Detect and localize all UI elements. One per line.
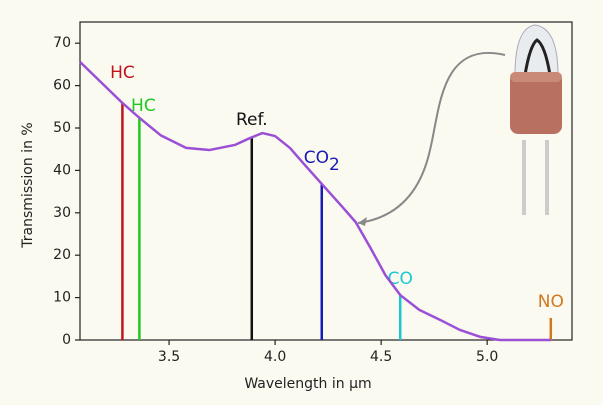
plot-frame: [79, 21, 573, 341]
gas-label: CO: [388, 269, 413, 289]
gas-label: HC: [131, 96, 156, 116]
gas-label-text: CO: [304, 148, 329, 168]
gas-label-text: HC: [131, 96, 156, 116]
gas-label-text: Ref.: [236, 110, 268, 130]
x-tick-label: 5.0: [476, 349, 498, 365]
gas-label: Ref.: [236, 110, 268, 130]
y-axis-label: Transmission in %: [20, 122, 36, 248]
y-tick-label: 60: [53, 78, 71, 94]
y-tick-label: 10: [53, 290, 71, 306]
gas-label: CO2: [304, 148, 340, 175]
x-tick-label: 4.5: [370, 349, 392, 365]
gas-label-text: HC: [110, 63, 135, 83]
gas-label-text: CO: [388, 269, 413, 289]
y-tick-label: 70: [53, 35, 71, 51]
transmission-curve: [79, 60, 551, 342]
x-tick-label: 4.0: [264, 349, 286, 365]
y-tick-label: 50: [53, 120, 71, 136]
x-tick-label: 3.5: [158, 349, 180, 365]
arrow-head: [358, 217, 367, 226]
gas-label: HC: [110, 63, 135, 83]
x-axis-label: Wavelength in µm: [244, 376, 371, 392]
y-tick-label: 20: [53, 247, 71, 263]
pointer-arrow: [357, 52, 506, 224]
gas-label-subscript: 2: [329, 155, 340, 175]
y-tick-label: 30: [53, 205, 71, 221]
gas-label-text: NO: [538, 292, 564, 312]
y-tick-label: 40: [53, 162, 71, 178]
y-tick-label: 0: [62, 332, 71, 348]
gas-label: NO: [538, 292, 564, 312]
sensor-image: [510, 24, 562, 215]
